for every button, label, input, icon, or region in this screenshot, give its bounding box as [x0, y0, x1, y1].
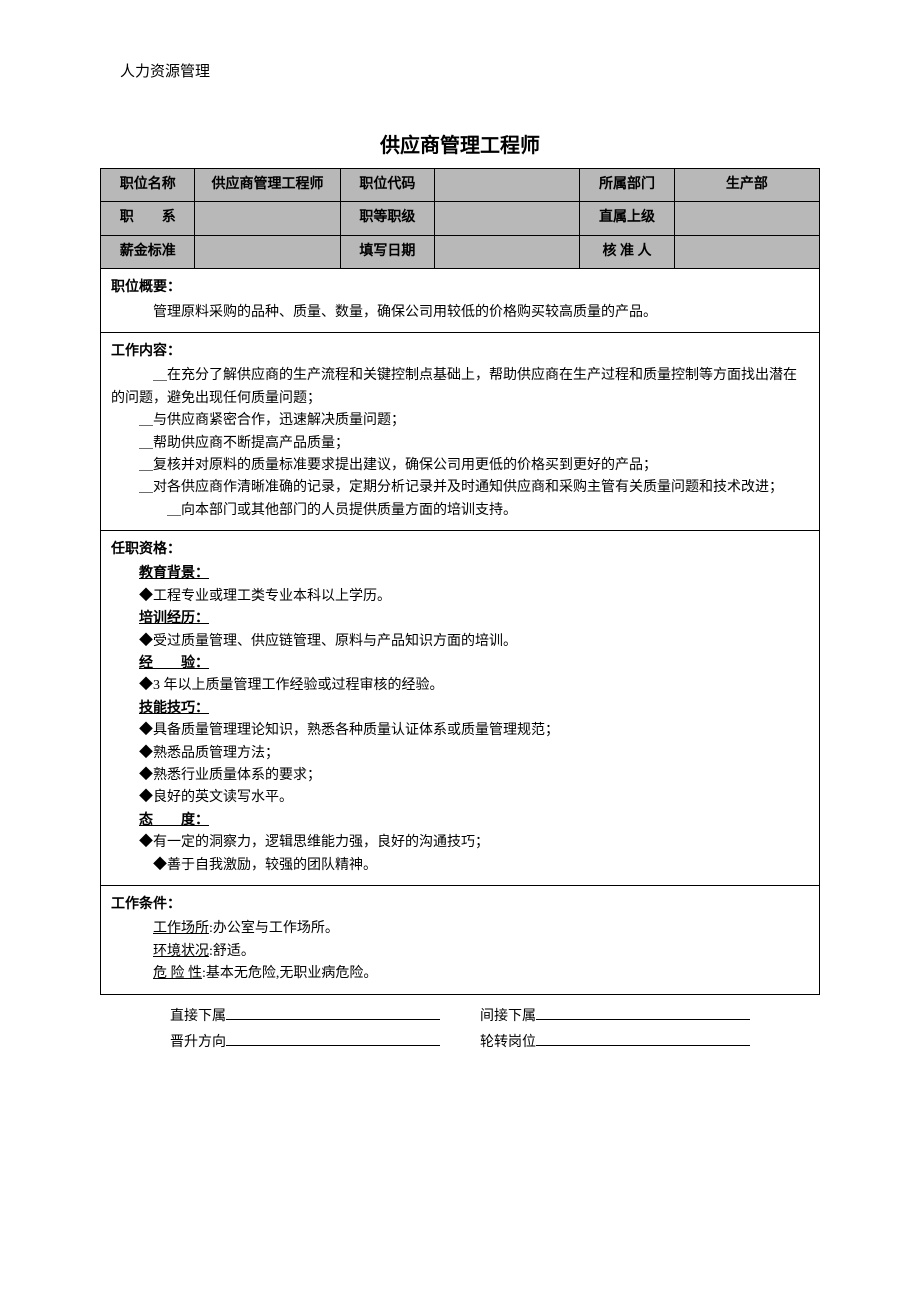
label-job-series: 职 系 [101, 202, 195, 235]
duty-item-5: ＿对各供应商作清晰准确的记录，定期分析记录并及时通知供应商和采购主管有关质量问题… [111, 477, 809, 499]
value-position-name: 供应商管理工程师 [195, 169, 340, 202]
job-description-table: 职位名称 供应商管理工程师 职位代码 所属部门 生产部 职 系 职等职级 直属上… [100, 168, 820, 995]
workplace-value: :办公室与工作场所。 [209, 921, 339, 936]
label-position-name: 职位名称 [101, 169, 195, 202]
duties-section: 工作内容： ＿在充分了解供应商的生产流程和关键控制点基础上，帮助供应商在生产过程… [101, 332, 820, 530]
value-department: 生产部 [674, 169, 819, 202]
overview-title: 职位概要： [111, 277, 809, 299]
risk-label: 危 险 性 [153, 966, 202, 981]
environment-value: :舒适。 [209, 944, 255, 959]
promotion-label: 晋升方向 [170, 1031, 226, 1051]
conditions-section: 工作条件： 工作场所:办公室与工作场所。 环境状况:舒适。 危 险 性:基本无危… [101, 885, 820, 994]
document-title: 供应商管理工程师 [100, 129, 820, 158]
training-label: 培训经历： [139, 611, 209, 626]
attitude-item-2: ◆善于自我激励，较强的团队精神。 [111, 855, 809, 877]
duty-item-6: ＿向本部门或其他部门的人员提供质量方面的培训支持。 [111, 500, 809, 522]
label-supervisor: 直属上级 [580, 202, 674, 235]
page-header: 人力资源管理 [120, 60, 820, 81]
label-fill-date: 填写日期 [340, 235, 434, 268]
duty-item-2: ＿与供应商紧密合作，迅速解决质量问题； [111, 410, 809, 432]
label-department: 所属部门 [580, 169, 674, 202]
value-fill-date [435, 235, 580, 268]
rotation-label: 轮转岗位 [480, 1031, 536, 1051]
education-item: ◆工程专业或理工类专业本科以上学历。 [111, 586, 809, 608]
value-salary [195, 235, 340, 268]
skill-item-2: ◆熟悉品质管理方法； [111, 743, 809, 765]
duty-item-3: ＿帮助供应商不断提高产品质量； [111, 433, 809, 455]
direct-sub-label: 直接下属 [170, 1005, 226, 1025]
value-job-grade [435, 202, 580, 235]
experience-label: 经 验： [139, 656, 209, 671]
label-job-grade: 职等职级 [340, 202, 434, 235]
attitude-item-1: ◆有一定的洞察力，逻辑思维能力强，良好的沟通技巧； [111, 832, 809, 854]
duty-item-1: ＿在充分了解供应商的生产流程和关键控制点基础上，帮助供应商在生产过程和质量控制等… [111, 365, 809, 410]
training-item: ◆受过质量管理、供应链管理、原料与产品知识方面的培训。 [111, 631, 809, 653]
promotion-line [226, 1045, 440, 1046]
qualifications-title: 任职资格： [111, 539, 809, 561]
rotation-line [536, 1045, 750, 1046]
skills-label: 技能技巧： [139, 701, 209, 716]
overview-content: 管理原料采购的品种、质量、数量，确保公司用较低的价格购买较高质量的产品。 [111, 302, 809, 324]
label-approver: 核 准 人 [580, 235, 674, 268]
workplace-label: 工作场所 [153, 921, 209, 936]
skill-item-4: ◆良好的英文读写水平。 [111, 787, 809, 809]
value-job-series [195, 202, 340, 235]
skill-item-1: ◆具备质量管理理论知识，熟悉各种质量认证体系或质量管理规范； [111, 720, 809, 742]
duty-item-4: ＿复核并对原料的质量标准要求提出建议，确保公司用更低的价格买到更好的产品； [111, 455, 809, 477]
direct-sub-line [226, 1019, 440, 1020]
environment-label: 环境状况 [153, 944, 209, 959]
label-salary: 薪金标准 [101, 235, 195, 268]
duties-title: 工作内容： [111, 341, 809, 363]
risk-value: :基本无危险,无职业病危险。 [202, 966, 377, 981]
conditions-title: 工作条件： [111, 894, 809, 916]
footer-fields: 直接下属 间接下属 晋升方向 轮转岗位 [100, 1005, 820, 1051]
overview-section: 职位概要： 管理原料采购的品种、质量、数量，确保公司用较低的价格购买较高质量的产… [101, 269, 820, 333]
value-approver [674, 235, 819, 268]
value-position-code [435, 169, 580, 202]
value-supervisor [674, 202, 819, 235]
label-position-code: 职位代码 [340, 169, 434, 202]
experience-item: ◆3 年以上质量管理工作经验或过程审核的经验。 [111, 675, 809, 697]
attitude-label: 态 度： [139, 813, 209, 828]
indirect-sub-line [536, 1019, 750, 1020]
education-label: 教育背景： [139, 566, 209, 581]
qualifications-section: 任职资格： 教育背景： ◆工程专业或理工类专业本科以上学历。 培训经历： ◆受过… [101, 531, 820, 886]
indirect-sub-label: 间接下属 [480, 1005, 536, 1025]
skill-item-3: ◆熟悉行业质量体系的要求； [111, 765, 809, 787]
